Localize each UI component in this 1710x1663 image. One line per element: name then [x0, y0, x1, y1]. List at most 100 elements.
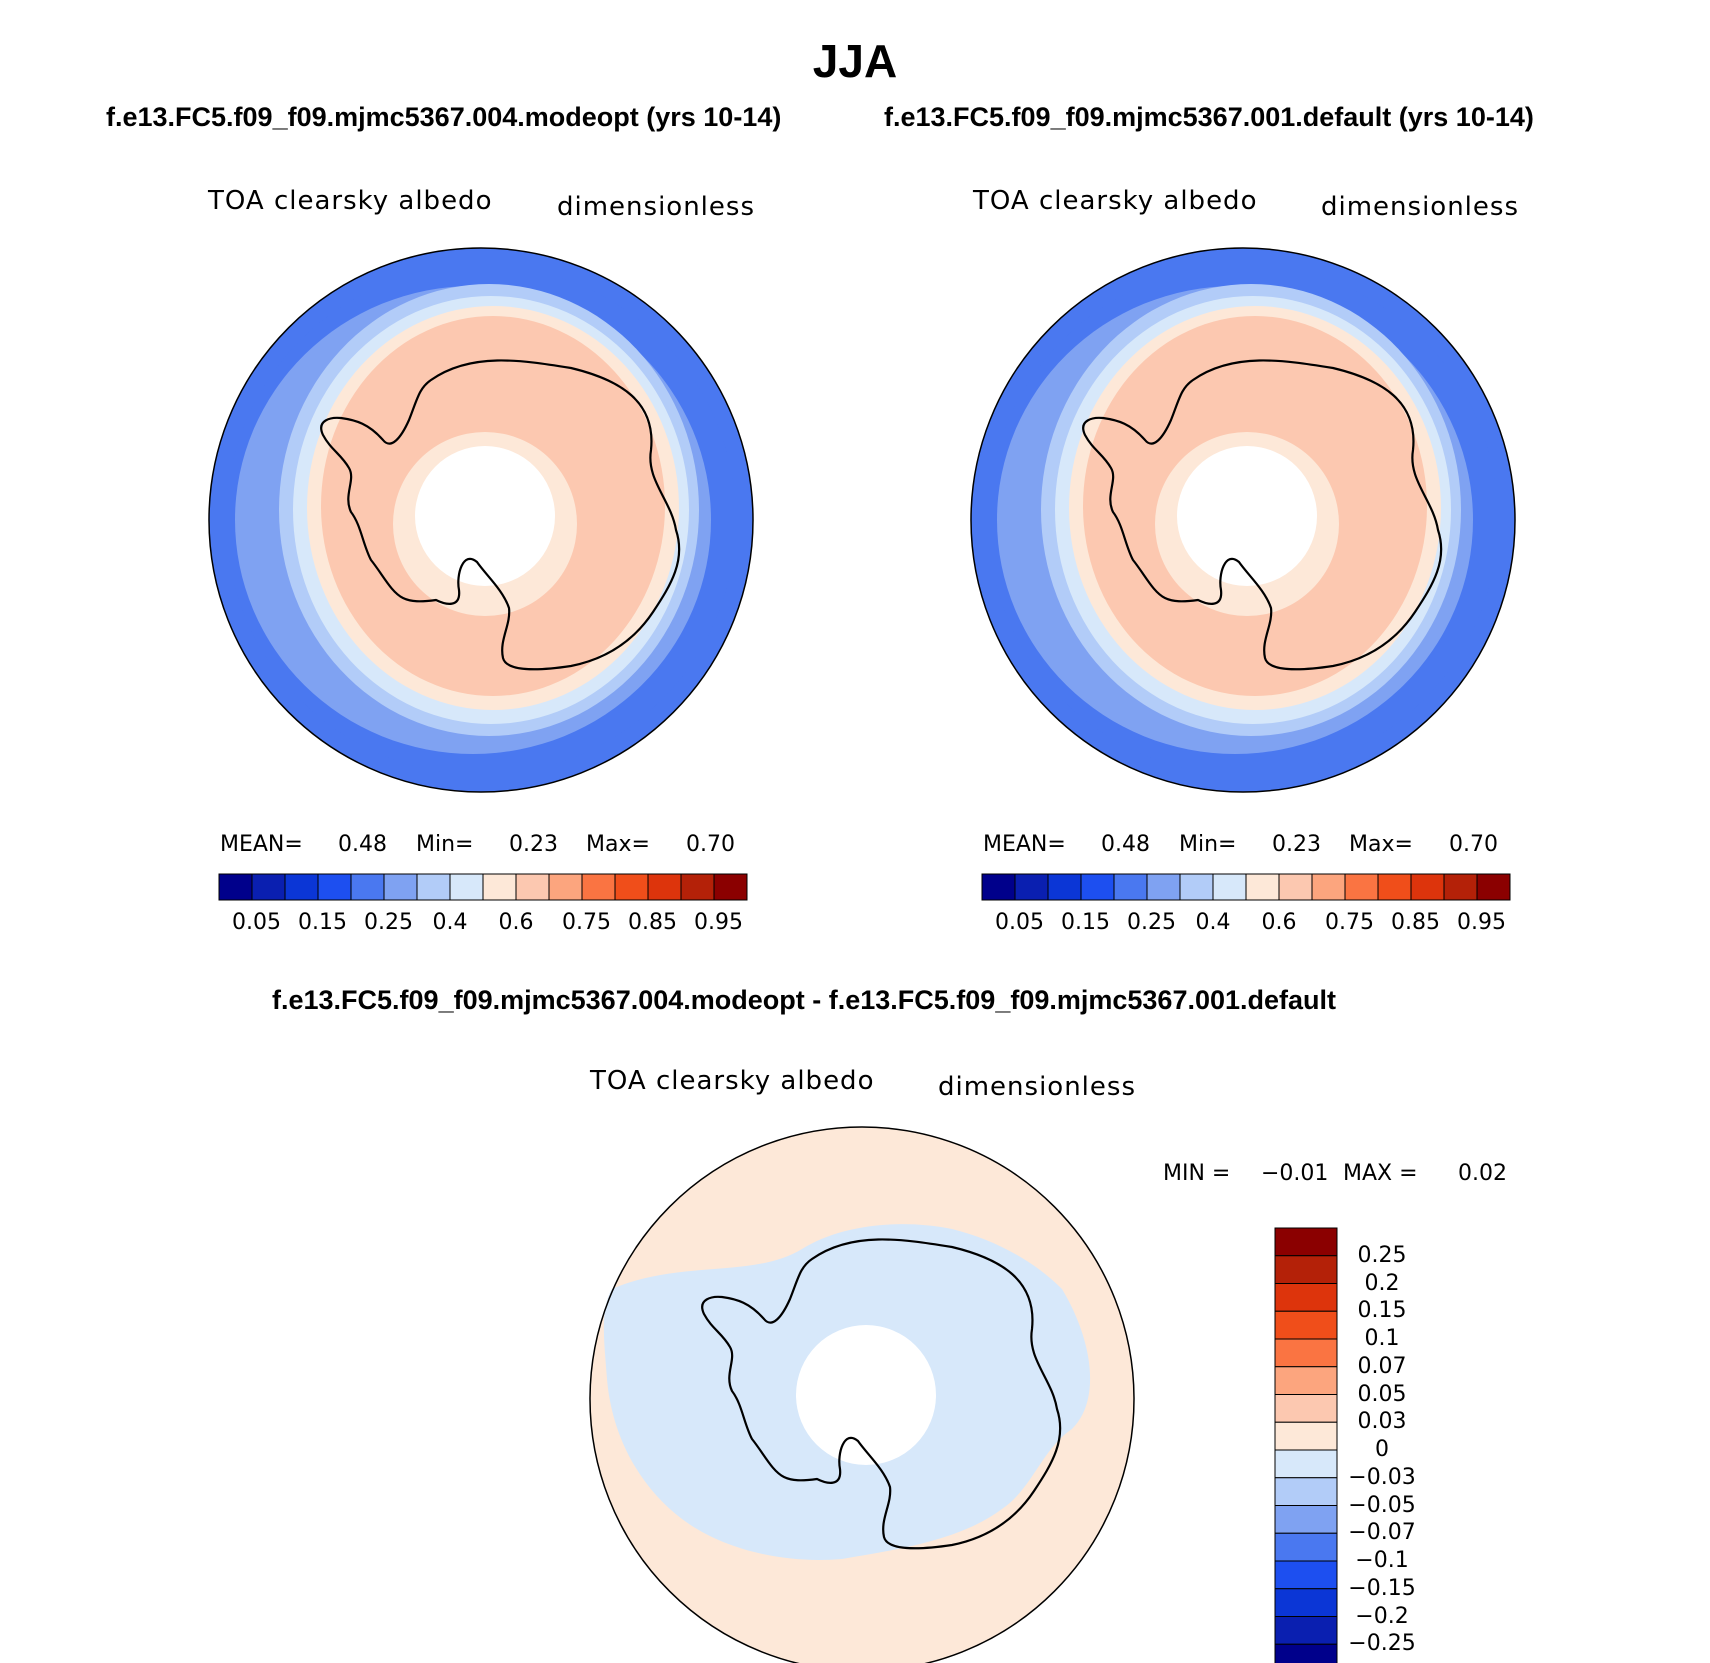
diff-colorbar-tick-label: 0.05: [1357, 1381, 1407, 1407]
diff-colorbar-swatch: [1274, 1255, 1338, 1284]
diff-colorbar-swatch: [1274, 1449, 1338, 1479]
diff-min-value: −0.01: [1261, 1161, 1329, 1186]
right-colorbar-swatch: [1146, 873, 1181, 901]
diff-panel-title: f.e13.FC5.f09_f09.mjmc5367.004.modeopt -…: [272, 985, 1337, 1015]
left-colorbar-swatch: [548, 873, 583, 901]
right-colorbar-swatch: [1377, 873, 1412, 901]
diff-min-label: MIN =: [1163, 1161, 1231, 1186]
left-max-value: 0.70: [686, 832, 735, 857]
diff-colorbar-swatch: [1274, 1643, 1338, 1663]
diff-variable-label: TOA clearsky albedo: [590, 1066, 875, 1096]
left-colorbar-tick-label: 0.85: [628, 910, 677, 935]
left-colorbar-swatch: [284, 873, 319, 901]
left-colorbar-swatch: [383, 873, 418, 901]
diff-colorbar-tick-label: −0.07: [1348, 1520, 1416, 1546]
diff-colorbar-tick-label: 0.1: [1364, 1326, 1400, 1351]
diff-colorbar-swatch: [1274, 1283, 1338, 1312]
right-mean-value: 0.48: [1101, 832, 1150, 857]
right-colorbar-swatch: [1014, 873, 1049, 901]
diff-colorbar-swatch: [1274, 1310, 1338, 1340]
right-colorbar-swatch: [1113, 873, 1148, 901]
diff-units-label: dimensionless: [938, 1072, 1136, 1102]
right-colorbar-tick-label: 0.4: [1195, 910, 1231, 935]
difference-colorbar: [1274, 1227, 1338, 1663]
right-colorbar-swatch: [981, 873, 1016, 901]
diff-colorbar-tick-label: 0: [1375, 1437, 1389, 1462]
right-colorbar-tick-label: 0.85: [1391, 910, 1440, 935]
diff-colorbar-tick-label: −0.03: [1348, 1464, 1416, 1490]
right-variable-label: TOA clearsky albedo: [973, 186, 1258, 216]
diff-colorbar-tick-label: −0.1: [1355, 1548, 1409, 1573]
left-colorbar-swatch: [482, 873, 517, 901]
diff-colorbar-swatch: [1274, 1366, 1338, 1395]
right-units-label: dimensionless: [1321, 192, 1519, 222]
right-colorbar-tick-label: 0.05: [995, 910, 1044, 935]
left-mean-value: 0.48: [338, 832, 387, 857]
diff-colorbar-swatch: [1274, 1227, 1338, 1257]
diff-colorbar-tick-label: −0.05: [1348, 1492, 1416, 1518]
diff-colorbar-tick-label: 0.07: [1357, 1353, 1407, 1379]
left-colorbar: [218, 873, 748, 901]
left-colorbar-tick-label: 0.6: [498, 910, 534, 935]
left-colorbar-tick-label: 0.95: [694, 910, 743, 935]
left-colorbar-swatch: [449, 873, 484, 901]
right-panel-case-title: f.e13.FC5.f09_f09.mjmc5367.001.default (…: [884, 102, 1534, 132]
right-colorbar: [981, 873, 1511, 901]
left-colorbar-swatch: [515, 873, 550, 901]
left-colorbar-tick-label: 0.4: [432, 910, 468, 935]
right-colorbar-tick-label: 0.75: [1325, 910, 1374, 935]
right-colorbar-swatch: [1443, 873, 1478, 901]
left-max-label: Max=: [586, 832, 650, 857]
right-polar-map: [971, 248, 1515, 792]
diff-colorbar-swatch: [1274, 1477, 1338, 1506]
right-colorbar-swatch: [1410, 873, 1445, 901]
diff-colorbar-swatch: [1274, 1532, 1338, 1562]
diff-colorbar-tick-label: −0.2: [1355, 1603, 1409, 1629]
right-colorbar-swatch: [1047, 873, 1082, 901]
left-variable-label: TOA clearsky albedo: [208, 186, 493, 216]
diff-colorbar-swatch: [1274, 1394, 1338, 1423]
left-panel-case-title: f.e13.FC5.f09_f09.mjmc5367.004.modeopt (…: [106, 102, 782, 132]
right-colorbar-swatch: [1080, 873, 1115, 901]
diff-colorbar-swatch: [1274, 1560, 1338, 1590]
right-max-label: Max=: [1349, 832, 1413, 857]
left-colorbar-swatch: [680, 873, 715, 901]
right-colorbar-tick-label: 0.25: [1127, 910, 1176, 935]
left-colorbar-swatch: [317, 873, 352, 901]
diff-colorbar-swatch: [1274, 1421, 1338, 1451]
diff-colorbar-tick-label: 0.25: [1357, 1242, 1407, 1268]
left-colorbar-tick-label: 0.25: [364, 910, 413, 935]
right-min-label: Min=: [1179, 832, 1237, 857]
diff-colorbar-swatch: [1274, 1338, 1338, 1368]
right-min-value: 0.23: [1272, 832, 1321, 857]
diff-max-value: 0.02: [1458, 1161, 1507, 1186]
diff-max-label: MAX =: [1343, 1161, 1418, 1186]
right-colorbar-tick-label: 0.6: [1261, 910, 1297, 935]
right-colorbar-swatch: [1179, 873, 1214, 901]
left-colorbar-swatch: [713, 873, 748, 901]
left-colorbar-swatch: [614, 873, 649, 901]
right-colorbar-tick-label: 0.15: [1061, 910, 1110, 935]
left-units-label: dimensionless: [557, 192, 755, 222]
diff-colorbar-tick-label: 0.03: [1357, 1409, 1407, 1435]
left-colorbar-swatch: [251, 873, 286, 901]
left-colorbar-swatch: [416, 873, 451, 901]
left-mean-label: MEAN=: [220, 832, 303, 857]
left-colorbar-tick-label: 0.15: [298, 910, 347, 935]
right-mean-label: MEAN=: [983, 832, 1066, 857]
left-colorbar-swatch: [647, 873, 682, 901]
diff-colorbar-tick-label: −0.25: [1348, 1631, 1416, 1657]
left-min-label: Min=: [416, 832, 474, 857]
right-max-value: 0.70: [1449, 832, 1498, 857]
left-colorbar-swatch: [581, 873, 616, 901]
right-colorbar-swatch: [1212, 873, 1247, 901]
diff-colorbar-swatch: [1274, 1588, 1338, 1617]
left-colorbar-tick-label: 0.05: [232, 910, 281, 935]
diff-colorbar-swatch: [1274, 1505, 1338, 1534]
right-colorbar-swatch: [1245, 873, 1280, 901]
left-colorbar-tick-label: 0.75: [562, 910, 611, 935]
figure-title: JJA: [812, 35, 898, 87]
left-colorbar-swatch: [350, 873, 385, 901]
diff-colorbar-tick-label: 0.2: [1364, 1270, 1400, 1296]
